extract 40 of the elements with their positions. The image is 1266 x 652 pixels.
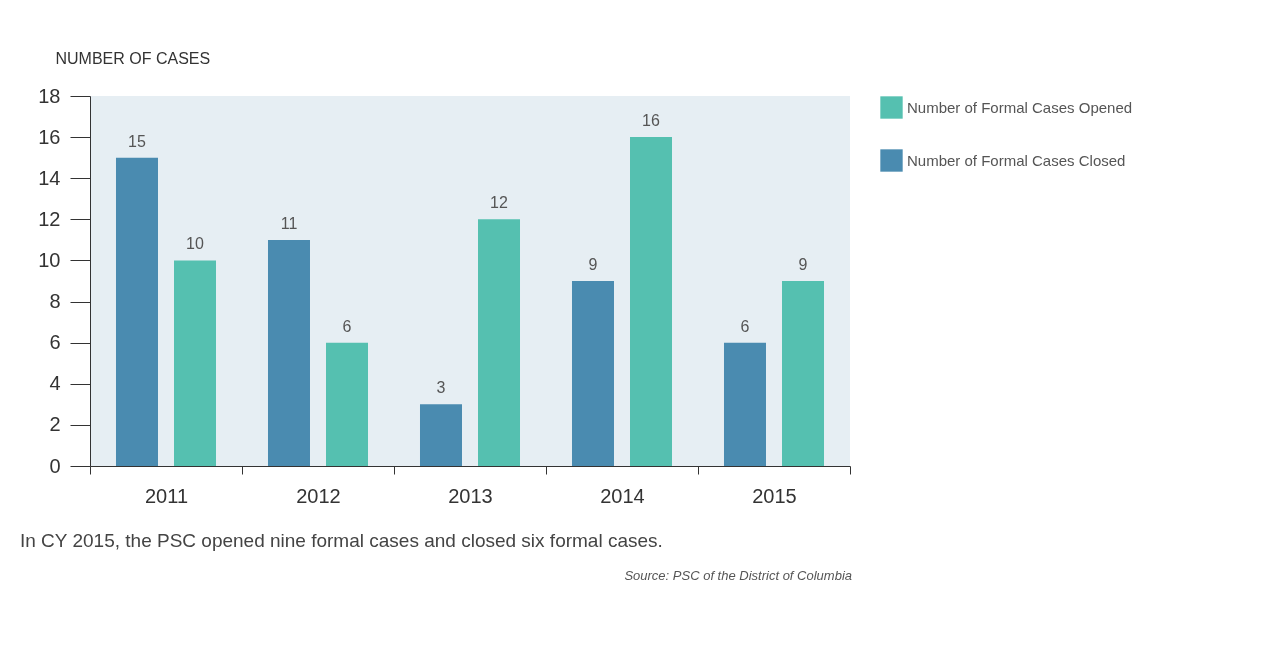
bar — [630, 137, 673, 466]
legend-label: Number of Formal Cases Closed — [907, 151, 1126, 169]
bar — [115, 157, 158, 466]
bar — [782, 281, 825, 466]
legend-label: Number of Formal Cases Opened — [907, 98, 1133, 116]
y-tick-label: 18 — [38, 84, 61, 107]
data-label: 10 — [186, 235, 205, 253]
y-tick-label: 14 — [38, 166, 61, 189]
y-tick-label: 2 — [49, 413, 61, 436]
bar — [326, 342, 369, 466]
bar — [267, 239, 310, 466]
x-tick-label: 2013 — [448, 484, 493, 507]
source-note: Source: PSC of the District of Columbia — [624, 568, 852, 583]
x-tick-label: 2015 — [752, 484, 797, 507]
data-label: 9 — [798, 256, 808, 273]
data-label: 15 — [128, 132, 146, 150]
bar — [478, 219, 521, 466]
data-label: 11 — [280, 214, 298, 232]
data-label: 12 — [490, 194, 509, 212]
x-tick-label: 2012 — [296, 484, 341, 507]
y-tick-label: 4 — [49, 372, 61, 395]
data-label: 6 — [740, 317, 750, 335]
x-tick-label: 2011 — [144, 484, 189, 507]
y-tick-label: 12 — [38, 207, 61, 230]
bar — [174, 260, 217, 466]
data-label: 9 — [588, 256, 598, 273]
y-tick-label: 0 — [49, 454, 61, 477]
y-axis-title: NUMBER OF CASES — [55, 49, 211, 67]
y-tick-label: 6 — [49, 331, 61, 354]
data-label: 16 — [642, 112, 661, 130]
x-tick-label: 2014 — [600, 484, 645, 507]
text: In CY 2015, the PSC opened nine formal cases and closed six formal cases. — [20, 530, 663, 551]
y-tick-label: 16 — [38, 125, 61, 148]
y-tick-label: 10 — [38, 248, 61, 271]
bar — [723, 342, 766, 466]
data-label: 3 — [436, 379, 446, 397]
data-label: 6 — [342, 317, 352, 335]
bar — [419, 404, 462, 466]
y-tick-label: 8 — [49, 290, 61, 313]
bar — [571, 281, 614, 466]
